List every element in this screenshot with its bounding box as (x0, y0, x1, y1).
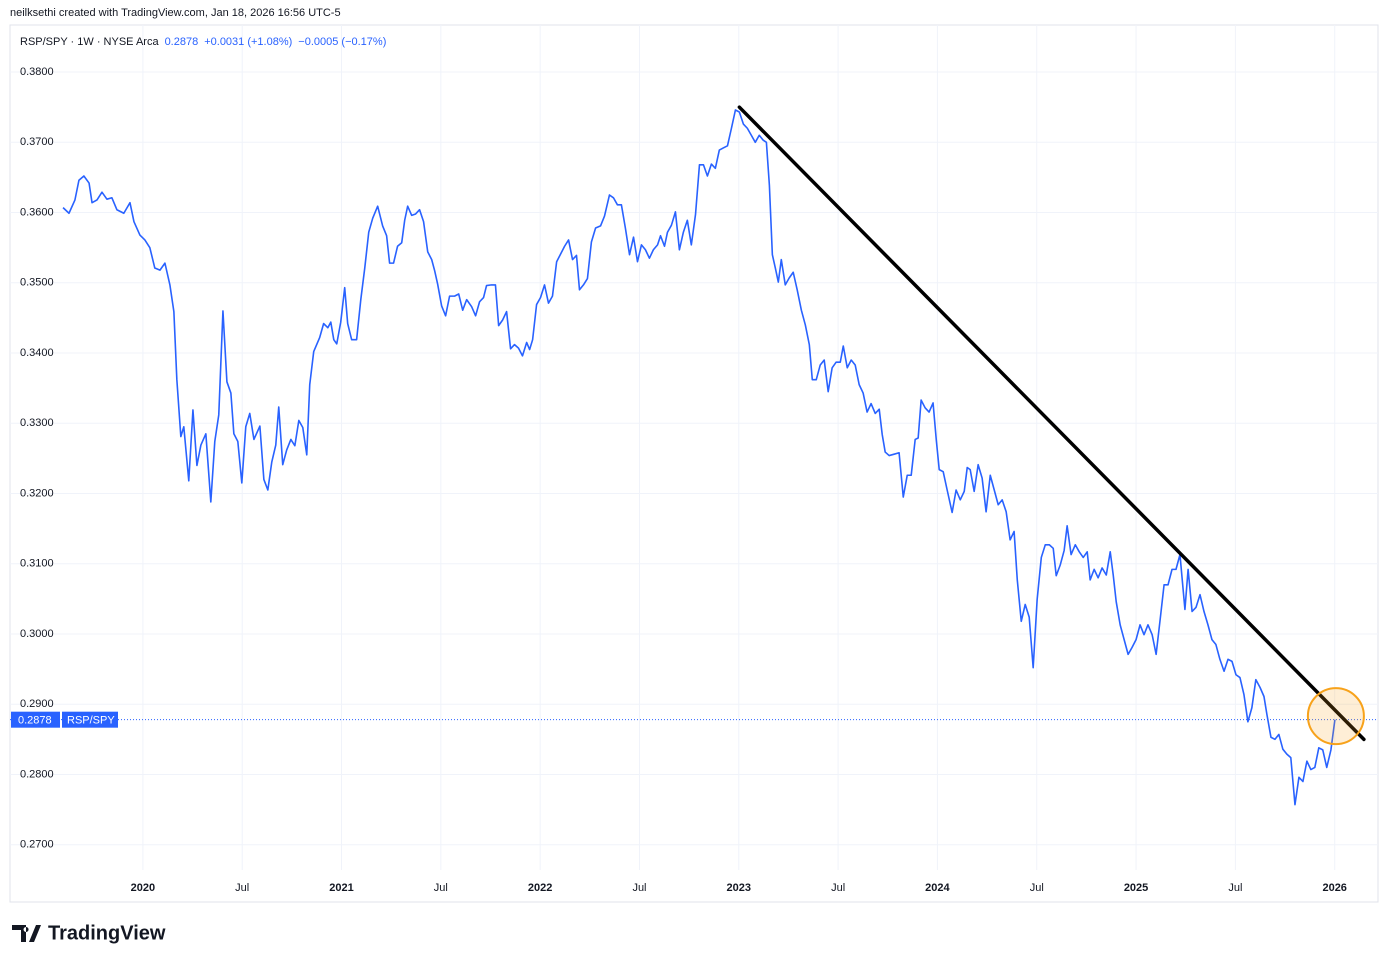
y-tick-label: 0.3800 (20, 66, 54, 78)
x-tick-label: 2023 (727, 882, 751, 894)
y-tick-label: 0.3100 (20, 558, 54, 570)
last-value-tag (11, 711, 60, 728)
series-line (62, 109, 1336, 806)
y-tick-label: 0.3000 (20, 628, 54, 640)
x-tick-label: 2024 (925, 882, 950, 894)
legend-change-extended: −0.0005 (−0.17%) (298, 36, 386, 48)
legend: RSP/SPY · 1W · NYSE Arca 0.2878 +0.0031 … (20, 36, 386, 48)
y-tick-label: 0.3700 (20, 136, 54, 148)
x-tick-label: Jul (235, 882, 249, 894)
legend-change: +0.0031 (+1.08%) (204, 36, 292, 48)
x-tick-label: Jul (632, 882, 646, 894)
x-tick-label: Jul (1228, 882, 1242, 894)
series-tag-label: RSP/SPY (67, 715, 115, 727)
brand-logo (12, 925, 41, 942)
y-tick-label: 0.3300 (20, 417, 54, 429)
x-tick-label: Jul (831, 882, 845, 894)
x-tick-label: 2026 (1322, 882, 1346, 894)
legend-price: 0.2878 (165, 36, 199, 48)
y-tick-label: 0.2800 (20, 768, 54, 780)
x-tick-label: 2025 (1124, 882, 1148, 894)
trendline (737, 105, 1366, 742)
plot (10, 105, 1378, 806)
x-tick-label: Jul (434, 882, 448, 894)
highlight-circle (1306, 687, 1365, 746)
last-value-label: 0.2878 (18, 715, 52, 727)
y-tick-label: 0.3600 (20, 206, 54, 218)
grid (10, 25, 1378, 870)
y-tick-label: 0.3500 (20, 277, 54, 289)
y-tick-label: 0.2900 (20, 698, 54, 710)
x-tick-label: Jul (1030, 882, 1044, 894)
labels: 0.2700 0.2800 0.2900 0.3000 0.3100 0.3200 0.33… (11, 66, 1347, 894)
brand-name: TradingView (48, 922, 166, 944)
chart-frame (9, 24, 1379, 903)
y-tick-label: 0.3400 (20, 347, 54, 359)
x-tick-label: 2020 (131, 882, 155, 894)
y-tick-label: 0.3200 (20, 487, 54, 499)
x-tick-label: 2022 (528, 882, 552, 894)
brand: TradingView (12, 922, 166, 944)
credit: neilksethi created with TradingView.com,… (10, 7, 341, 19)
series-tag (62, 711, 118, 728)
legend-symbol: RSP/SPY · 1W · NYSE Arca (20, 36, 159, 48)
x-tick-label: 2021 (329, 882, 353, 894)
y-tick-label: 0.2700 (20, 839, 54, 851)
